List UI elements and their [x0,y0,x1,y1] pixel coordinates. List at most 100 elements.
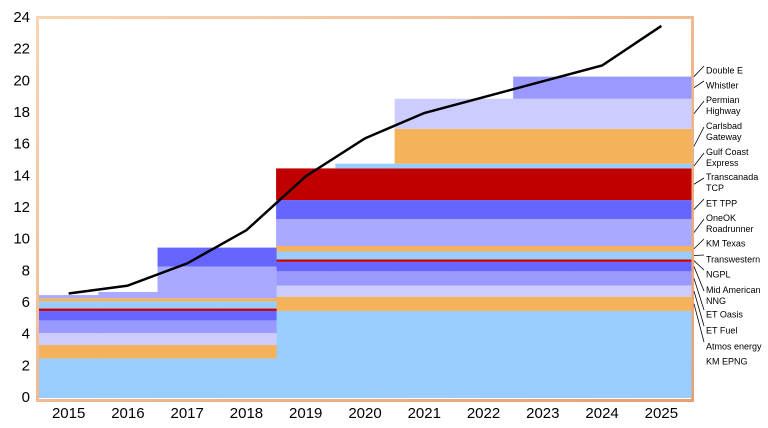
area-segment [216,320,277,334]
area-segment [631,285,692,297]
area-segment [216,358,277,398]
area-segment [335,259,396,262]
area-segment [276,259,336,262]
area-segment [453,163,514,169]
area-segment [572,219,633,246]
area-segment [39,298,99,302]
area-segment [394,296,455,311]
area-segment [453,296,514,311]
x-tick-label: 2015 [52,405,85,422]
area-segment [513,168,573,201]
area-segment [453,128,514,164]
area-segment [631,310,692,398]
area-segment [631,251,692,260]
area-segment [335,271,396,286]
legend-label: NGPL [706,269,731,280]
y-tick-label: 20 [13,72,30,89]
area-segment [276,246,336,252]
area-segment [335,219,396,246]
area-segment [572,128,633,164]
leader-line [693,198,705,210]
line [68,24,663,295]
area-segment [453,259,514,262]
area-segment [157,333,218,345]
area-segment [572,163,633,169]
area-segment [631,261,692,272]
area-segment [216,308,277,311]
area-segment [631,219,692,246]
area-segment [157,308,218,311]
area-segment [216,310,277,321]
area-segment [394,310,455,398]
area-segment [276,296,336,311]
leader-line [693,65,705,77]
legend-label: Permian Highway [706,95,741,116]
area-segment [216,301,277,309]
area-segment [394,259,455,262]
x-tick-label: 2017 [170,405,203,422]
area-segment [513,261,573,272]
legend-label: ET TPP [706,198,738,209]
legend-label: KM EPNG [706,356,748,367]
area-segment [98,310,159,321]
area-segment [513,128,573,164]
y-tick-label: 0 [22,389,30,406]
area-segment [394,251,455,260]
legend-label: Transwestern [706,254,761,265]
area-segment [157,247,218,267]
x-tick-label: 2025 [645,405,678,422]
area-segment [98,344,159,359]
area-segment [39,344,99,359]
area-segment [453,200,514,220]
area-segment [394,219,455,246]
area-segment [513,259,573,262]
leader-line [693,238,705,250]
area-segment [572,200,633,220]
area-segment [572,251,633,260]
area-segment [216,266,277,299]
area-segment [572,296,633,311]
area-segment [513,310,573,398]
area-segment [572,76,633,99]
area-segment [453,251,514,260]
y-tick-label: 8 [22,262,30,279]
area-segment [572,98,633,129]
area-segment [513,251,573,260]
area-segment [394,261,455,272]
area-segment [453,219,514,246]
x-tick-label: 2022 [467,405,500,422]
legend-label: Mid American NNG [706,285,761,306]
legend-label: Atmos energy [706,341,762,352]
leader-line [693,303,705,343]
area-segment [157,320,218,334]
area-segment [513,200,573,220]
area-segment [98,308,159,311]
area-segment [335,168,396,201]
area-segment [513,246,573,252]
area-segment [572,168,633,201]
area-segment [276,271,336,286]
area-segment [335,246,396,252]
leader-line [693,218,705,233]
x-tick-label: 2023 [526,405,559,422]
area-segment [394,128,455,164]
area-segment [157,310,218,321]
leader-line [693,152,705,167]
y-tick-label: 22 [13,41,30,58]
y-tick-label: 10 [13,231,30,248]
y-tick-label: 16 [13,136,30,153]
legend-label: OneOK Roadrunner [706,213,754,234]
area-segment [394,163,455,169]
area-segment [276,219,336,246]
x-tick-label: 2019 [289,405,322,422]
area-segment [453,168,514,201]
y-tick-label: 6 [22,294,30,311]
area-segment [216,298,277,302]
area-segment [394,271,455,286]
area-segment [513,98,573,129]
area-segment [453,246,514,252]
area-segment [157,344,218,359]
area-segment [335,251,396,260]
